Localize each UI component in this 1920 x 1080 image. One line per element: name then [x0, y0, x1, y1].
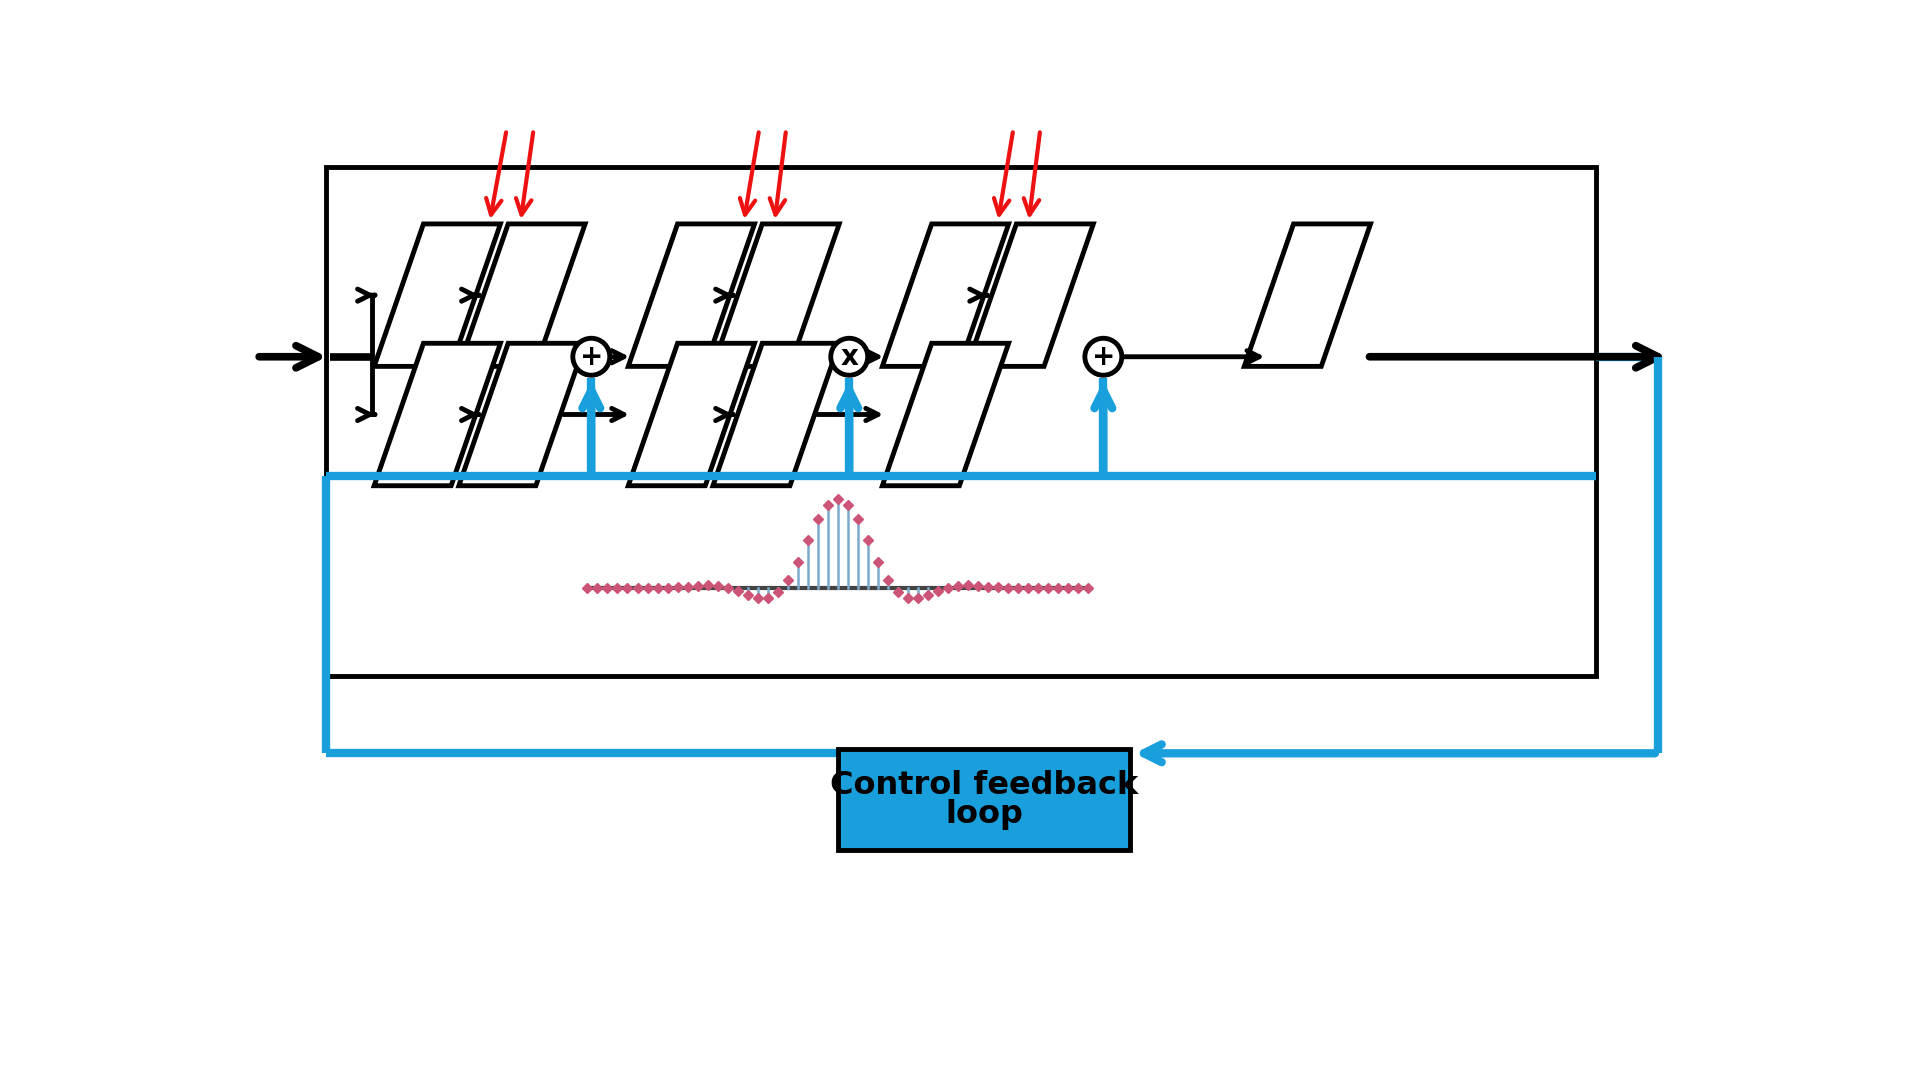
Polygon shape — [628, 224, 755, 366]
Text: +: + — [1092, 342, 1116, 370]
Text: Control feedback: Control feedback — [829, 770, 1139, 801]
Polygon shape — [459, 224, 586, 366]
Polygon shape — [459, 343, 586, 486]
Polygon shape — [883, 343, 1008, 486]
Polygon shape — [712, 224, 839, 366]
Text: +: + — [580, 342, 603, 370]
Circle shape — [572, 338, 611, 375]
Polygon shape — [628, 343, 755, 486]
Text: x: x — [841, 342, 858, 370]
Circle shape — [1085, 338, 1121, 375]
Polygon shape — [968, 224, 1092, 366]
Circle shape — [831, 338, 868, 375]
Polygon shape — [712, 343, 839, 486]
Polygon shape — [374, 224, 501, 366]
Bar — [326, 166, 1596, 676]
Polygon shape — [374, 343, 501, 486]
Bar — [837, 750, 1131, 850]
Text: loop: loop — [945, 799, 1023, 831]
Polygon shape — [883, 224, 1008, 366]
Polygon shape — [1244, 224, 1371, 366]
